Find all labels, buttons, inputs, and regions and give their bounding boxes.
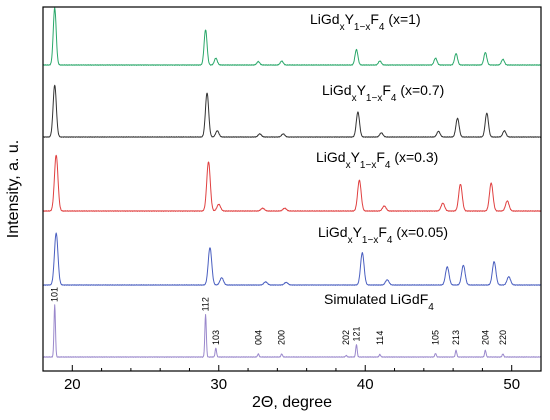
hkl-label-220: 220 bbox=[498, 330, 508, 345]
x-tick-label-40: 40 bbox=[357, 376, 374, 393]
series-trace-2 bbox=[42, 154, 542, 212]
hkl-label-112: 112 bbox=[201, 297, 211, 311]
hkl-label-103: 103 bbox=[211, 330, 221, 345]
series-labels-group: LiGdxY1−xF4 (x=1) LiGdxY1−xF4 (x=0.7) LiGd… bbox=[310, 11, 448, 313]
series-trace-4 bbox=[42, 304, 542, 358]
x-tick-label-30: 30 bbox=[210, 376, 227, 393]
hkl-label-204: 204 bbox=[480, 330, 490, 345]
hkl-label-200: 200 bbox=[277, 330, 287, 345]
series-trace-1 bbox=[42, 84, 542, 138]
series-trace-0 bbox=[42, 7, 542, 66]
y-axis-title: Intensity, a. u. bbox=[5, 140, 22, 238]
series-label-3: LiGdxY1−xF4 (x=0.05) bbox=[318, 224, 448, 246]
series-label-4: Simulated LiGdF4 bbox=[324, 291, 434, 313]
hkl-label-101: 101 bbox=[50, 287, 60, 302]
hkl-label-004: 004 bbox=[253, 330, 263, 345]
hkl-label-121: 121 bbox=[351, 326, 361, 341]
x-axis-title: 2Θ, degree bbox=[252, 394, 332, 411]
hkl-label-213: 213 bbox=[451, 330, 461, 345]
x-axis-ticks: 20 30 40 50 bbox=[42, 365, 542, 393]
plot-frame bbox=[42, 6, 542, 372]
hkl-label-105: 105 bbox=[431, 330, 441, 345]
hkl-label-114: 114 bbox=[375, 331, 385, 345]
x-tick-label-20: 20 bbox=[64, 376, 81, 393]
series-label-0: LiGdxY1−xF4 (x=1) bbox=[310, 11, 421, 33]
hkl-labels-group: 101 112 103 004 200 202 121 114 105 213 204 220 bbox=[50, 287, 508, 345]
series-label-1: LiGdxY1−xF4 (x=0.7) bbox=[322, 82, 444, 104]
hkl-label-202: 202 bbox=[341, 330, 351, 345]
series-label-2: LiGdxY1−xF4 (x=0.3) bbox=[316, 149, 438, 171]
series-trace-3 bbox=[42, 232, 542, 286]
traces-group bbox=[42, 7, 542, 358]
x-tick-label-50: 50 bbox=[503, 376, 520, 393]
